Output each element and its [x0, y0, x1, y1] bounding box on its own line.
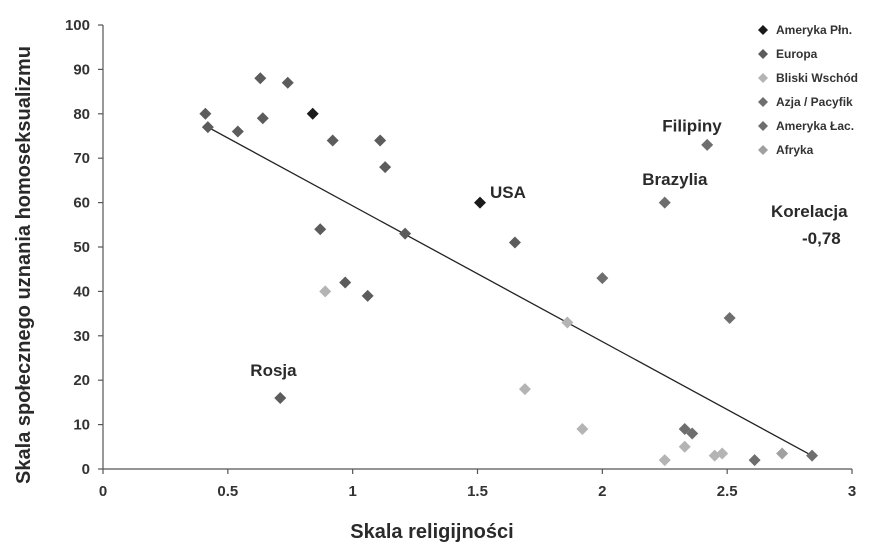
x-tick-label: 3 [848, 483, 856, 500]
annotation-label: Filipiny [662, 117, 722, 136]
data-point-bliski-wsch-d [518, 383, 531, 396]
x-tick-label: 0.5 [217, 483, 238, 500]
annotations: USA Filipiny Brazylia Rosja [250, 117, 722, 380]
data-point-europa [339, 276, 352, 289]
legend: Ameryka Płn. Europa Bliski Wschód Azja / Pa… [758, 23, 858, 157]
correlation-label: Korelacja -0,78 [771, 202, 848, 248]
correlation-value: -0,78 [802, 229, 841, 248]
legend-label: Europa [776, 47, 818, 61]
legend-label: Bliski Wschód [776, 71, 858, 85]
data-point-europa [256, 112, 269, 125]
data-point-europa [201, 121, 214, 134]
data-point-europa [379, 161, 392, 174]
data-point-azja-pacyfik [806, 449, 819, 462]
data-point-europa [281, 76, 294, 89]
data-point-europa [254, 72, 267, 85]
trendline-group [207, 126, 813, 457]
annotation-label: Rosja [250, 361, 297, 380]
y-axis-ticks: 0 10 20 30 40 50 60 70 80 90 100 [65, 17, 103, 478]
x-axis-title: Skala religijności [350, 521, 513, 543]
correlation-title: Korelacja [771, 202, 848, 221]
data-point-europa [374, 134, 387, 147]
y-tick-label: 30 [73, 328, 90, 345]
data-points [199, 72, 819, 467]
legend-marker [758, 25, 768, 35]
x-tick-label: 1.5 [467, 483, 488, 500]
data-point-europa [231, 125, 244, 138]
legend-label: Ameryka Łac. [776, 119, 854, 133]
annotation-label: USA [490, 183, 526, 202]
legend-marker [758, 121, 768, 131]
y-tick-label: 70 [73, 150, 90, 167]
data-point-afryka [776, 447, 789, 460]
data-point-bliski-wsch-d [658, 454, 671, 467]
data-point-ameryka-ac [596, 272, 609, 285]
y-tick-label: 50 [73, 239, 90, 256]
data-point-europa [274, 391, 287, 404]
data-point-ameryka-p-n [306, 107, 319, 120]
data-point-ameryka-p-n [473, 196, 486, 209]
x-axis-ticks: 0 0.5 1 1.5 2 2.5 3 [99, 469, 856, 500]
data-point-europa [361, 289, 374, 302]
legend-marker [758, 97, 768, 107]
data-point-europa [399, 227, 412, 240]
x-tick-label: 1 [348, 483, 356, 500]
y-tick-label: 0 [82, 461, 90, 478]
data-point-bliski-wsch-d [678, 440, 691, 453]
y-tick-label: 20 [73, 372, 90, 389]
data-point-ameryka-ac [701, 138, 714, 151]
x-tick-label: 2.5 [717, 483, 738, 500]
x-tick-label: 2 [598, 483, 606, 500]
legend-marker [758, 73, 768, 83]
legend-label: Afryka [776, 143, 814, 157]
data-point-europa [199, 107, 212, 120]
data-point-bliski-wsch-d [576, 423, 589, 436]
x-tick-label: 0 [99, 483, 107, 500]
legend-label: Ameryka Płn. [776, 23, 852, 37]
y-tick-label: 90 [73, 61, 90, 78]
data-point-azja-pacyfik [686, 427, 699, 440]
data-point-europa [314, 223, 327, 236]
data-point-azja-pacyfik [748, 454, 761, 467]
data-point-bliski-wsch-d [319, 285, 332, 298]
y-tick-label: 40 [73, 283, 90, 300]
legend-marker [758, 49, 768, 59]
legend-marker [758, 145, 768, 155]
data-point-bliski-wsch-d [716, 447, 729, 460]
y-tick-label: 100 [65, 17, 90, 34]
y-tick-label: 10 [73, 417, 90, 434]
plot-area [102, 25, 852, 470]
y-tick-label: 60 [73, 195, 90, 212]
data-point-europa [508, 236, 521, 249]
data-point-ameryka-ac [723, 312, 736, 325]
legend-label: Azja / Pacyfik [776, 95, 853, 109]
data-point-bliski-wsch-d [561, 316, 574, 329]
data-point-europa [326, 134, 339, 147]
data-point-ameryka-ac [658, 196, 671, 209]
annotation-label: Brazylia [642, 170, 708, 189]
trendline [207, 126, 813, 457]
y-axis-title: Skala społecznego uznania homoseksualizm… [13, 46, 35, 484]
y-tick-label: 80 [73, 106, 90, 123]
